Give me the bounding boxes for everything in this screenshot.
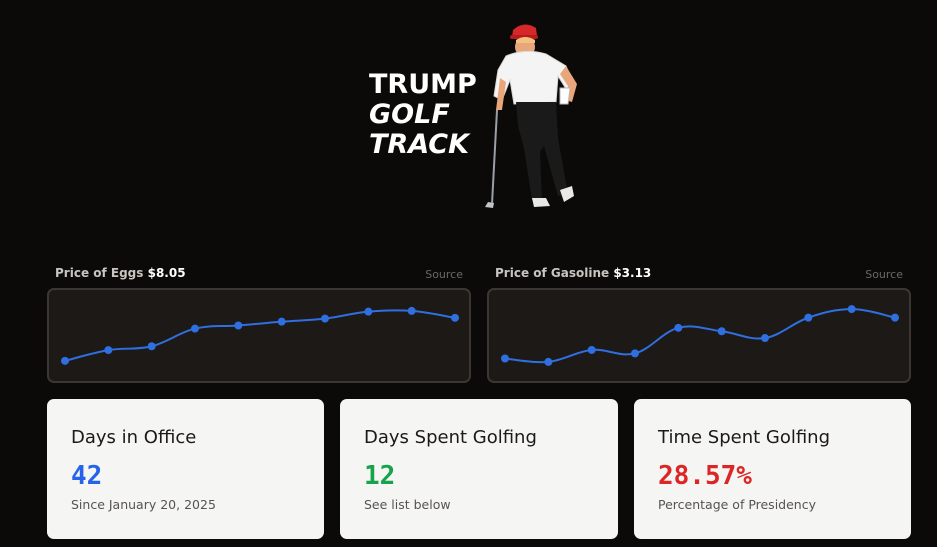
site-title[interactable]: TRUMP GOLF TRACK: [369, 70, 477, 160]
data-point[interactable]: [234, 321, 243, 330]
card-subtitle: Percentage of Presidency: [658, 497, 816, 512]
gasoline-price-label: Price of Gasoline $3.13: [495, 266, 652, 280]
data-point[interactable]: [61, 356, 69, 365]
days-in-office-value: 42: [71, 461, 103, 491]
gasoline-price-panel: Price of Gasoline $3.13 Source: [487, 264, 911, 384]
card-title: Days in Office: [71, 427, 197, 448]
series-line: [64, 309, 456, 362]
data-point[interactable]: [451, 313, 459, 322]
data-point[interactable]: [717, 327, 726, 336]
gasoline-price-chart: [487, 288, 911, 383]
days-golfing-value: 12: [364, 461, 396, 491]
series-line: [504, 308, 896, 364]
data-point[interactable]: [104, 346, 113, 355]
card-title: Days Spent Golfing: [364, 427, 537, 448]
days-in-office-card: Days in Office 42 Since January 20, 2025: [47, 399, 324, 539]
data-point[interactable]: [761, 334, 769, 343]
golfer-figure-icon: [485, 24, 577, 208]
data-point[interactable]: [544, 357, 553, 366]
see-list-link[interactable]: See list below: [364, 497, 451, 512]
title-line-2: GOLF: [369, 99, 450, 130]
title-line-1: TRUMP: [369, 69, 477, 100]
card-subtitle: Since January 20, 2025: [71, 497, 216, 512]
eggs-price-chart: [47, 288, 471, 383]
data-point[interactable]: [501, 354, 509, 363]
data-point[interactable]: [191, 324, 199, 333]
time-golfing-value: 28.57%: [658, 461, 752, 491]
data-point[interactable]: [891, 313, 899, 322]
data-point[interactable]: [674, 323, 683, 332]
data-point[interactable]: [277, 317, 286, 326]
card-title: Time Spent Golfing: [658, 427, 831, 448]
data-point[interactable]: [321, 314, 329, 323]
time-golfing-card: Time Spent Golfing 28.57% Percentage of …: [634, 399, 911, 539]
eggs-source-link[interactable]: Source: [425, 268, 463, 281]
data-point[interactable]: [147, 342, 156, 351]
eggs-price-panel: Price of Eggs $8.05 Source: [47, 264, 471, 384]
data-point[interactable]: [847, 305, 856, 314]
data-point[interactable]: [804, 313, 813, 322]
hero-header: TRUMP GOLF TRACK: [0, 0, 937, 250]
gasoline-price-value: $3.13: [613, 266, 652, 280]
eggs-chart-svg: [61, 306, 459, 365]
data-point[interactable]: [407, 306, 416, 315]
data-point[interactable]: [364, 307, 373, 316]
eggs-price-label: Price of Eggs $8.05: [55, 266, 186, 280]
title-line-3: TRACK: [369, 129, 470, 160]
data-point[interactable]: [631, 349, 639, 358]
eggs-price-value: $8.05: [147, 266, 186, 280]
data-point[interactable]: [587, 345, 596, 354]
days-golfing-card: Days Spent Golfing 12 See list below: [340, 399, 618, 539]
gasoline-chart-svg: [501, 305, 899, 366]
gasoline-source-link[interactable]: Source: [865, 268, 903, 281]
